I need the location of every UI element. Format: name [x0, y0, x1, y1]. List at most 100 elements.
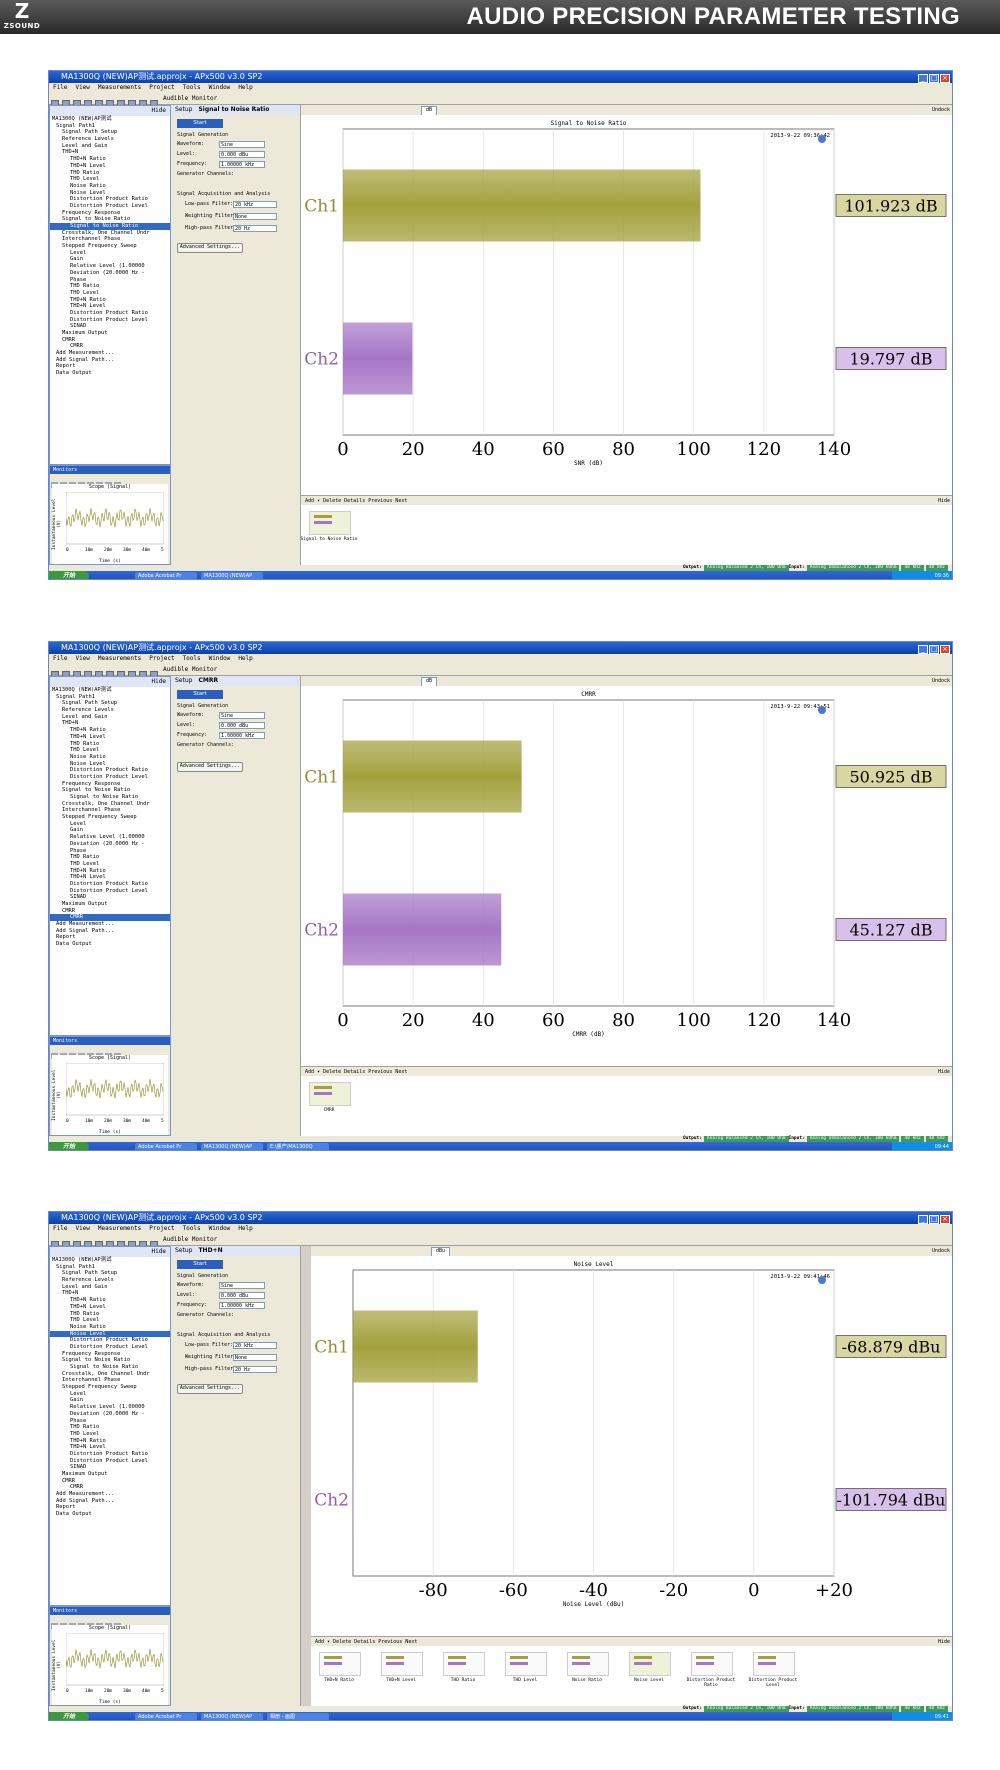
hide-tree-button[interactable]: Hide	[151, 1248, 166, 1255]
result-thumbnail[interactable]	[567, 1652, 609, 1676]
tree-item[interactable]: THD+N Level	[70, 303, 106, 310]
start-menu-button[interactable]: 开始	[49, 1712, 89, 1720]
tree-item[interactable]: Distortion Product Level	[70, 887, 148, 894]
tree-item[interactable]: Relative Level (1.00000	[70, 834, 145, 841]
tree-item[interactable]: MA1300Q (NEW)AP测试	[52, 116, 112, 122]
menu-item-tools[interactable]: Tools	[182, 655, 201, 662]
tree-item[interactable]: Deviation (20.0000 Hz -	[70, 269, 145, 276]
tree-item[interactable]: THD Level	[70, 860, 100, 867]
tree-item[interactable]: THD+N Ratio	[70, 1437, 106, 1444]
graph-actions[interactable]: Add ▾ Delete Details Previous Next	[315, 1639, 418, 1645]
tree-item[interactable]: Frequency Response	[62, 780, 121, 787]
tree-item[interactable]: Maximum Output	[62, 1471, 108, 1477]
tree-item[interactable]: Signal Path Setup	[62, 700, 118, 707]
tree-item[interactable]: Signal to Noise Ratio	[70, 1364, 139, 1370]
tree-item[interactable]: Stepped Frequency Sweep	[62, 243, 137, 250]
tree-item[interactable]: THD+N Ratio	[70, 296, 106, 303]
menu-item-measurements[interactable]: Measurements	[97, 1225, 142, 1232]
menu-item-help[interactable]: Help	[238, 1225, 253, 1232]
start-button[interactable]: Start	[177, 1260, 223, 1269]
tree-item[interactable]: Relative Level (1.00000	[70, 1404, 145, 1411]
menu-item-view[interactable]: View	[75, 84, 90, 91]
tree-item[interactable]: Stepped Frequency Sweep	[62, 814, 137, 821]
tree-item[interactable]: THD Level	[70, 1317, 100, 1324]
tree-item[interactable]: Distortion Product Ratio	[70, 1450, 148, 1457]
result-thumbnail[interactable]	[753, 1652, 795, 1676]
frequency-field[interactable]: 1.00000 kHz	[219, 161, 265, 168]
maximize-button[interactable]: □	[929, 74, 939, 83]
waveform-field[interactable]: Sine	[219, 712, 265, 719]
result-thumbnail[interactable]	[443, 1652, 485, 1676]
start-menu-button[interactable]: 开始	[49, 571, 89, 579]
tree-item[interactable]: THD Ratio	[70, 854, 100, 861]
tree-item[interactable]: MA1300Q (NEW)AP测试	[52, 687, 112, 693]
tree-item[interactable]: SINAD	[70, 1464, 87, 1471]
tree-item[interactable]: THD+N Level	[70, 1444, 106, 1451]
taskbar-apx[interactable]: MA1300Q (NEW)AP	[201, 1713, 263, 1720]
tree-item[interactable]: CMRR	[62, 1477, 75, 1484]
tree-item[interactable]: Stepped Frequency Sweep	[62, 1384, 137, 1391]
maximize-button[interactable]: □	[929, 1215, 939, 1224]
tree-item[interactable]: Distortion Product Level	[70, 1457, 148, 1464]
audible-monitor-button[interactable]: Audible Monitor	[163, 666, 218, 673]
tree-item[interactable]: Level	[70, 820, 87, 827]
tree-item[interactable]: Distortion Product Ratio	[70, 767, 148, 774]
tree-item[interactable]: Signal Path1	[56, 1263, 95, 1270]
tree-item[interactable]: Report	[56, 363, 76, 370]
tree-item[interactable]: Frequency Response	[62, 209, 121, 216]
hide-tree-button[interactable]: Hide	[151, 678, 166, 685]
tree-item[interactable]: Interchannel Phase	[62, 807, 121, 814]
level-field[interactable]: 0.000 dBu	[219, 1292, 265, 1299]
tree-item[interactable]: Interchannel Phase	[62, 1377, 121, 1384]
menu-item-view[interactable]: View	[75, 1225, 90, 1232]
tree-item[interactable]: Relative Level (1.00000	[70, 263, 145, 270]
tree-item[interactable]: Deviation (20.0000 Hz -	[70, 1410, 145, 1417]
audible-monitor-button[interactable]: Audible Monitor	[163, 95, 218, 102]
tree-item[interactable]: Distortion Product Level	[70, 202, 148, 209]
taskbar-extra-window[interactable]: 相册 - 画图	[267, 1713, 329, 1720]
tree-item[interactable]: THD+N Level	[70, 1303, 106, 1310]
menu-item-file[interactable]: File	[53, 84, 68, 91]
menu-item-measurements[interactable]: Measurements	[97, 655, 142, 662]
tree-item[interactable]: THD Ratio	[70, 283, 100, 290]
tree-item[interactable]: THD+N	[62, 720, 79, 727]
menu-item-window[interactable]: Window	[208, 655, 231, 662]
lowpass-field[interactable]: 20 kHz	[233, 1342, 277, 1349]
tree-item[interactable]: Deviation (20.0000 Hz -	[70, 840, 145, 847]
tree-item[interactable]: Noise Ratio	[70, 753, 106, 760]
tree-item[interactable]: CMRR	[70, 1484, 83, 1491]
result-thumbnail[interactable]	[309, 511, 351, 535]
tree-item[interactable]: Signal to Noise Ratio	[62, 787, 131, 794]
tree-item[interactable]: Distortion Product Level	[70, 316, 148, 323]
tree-item[interactable]: Gain	[70, 827, 83, 834]
graph-actions[interactable]: Add ▾ Delete Details Previous Next	[305, 1069, 408, 1075]
menu-item-file[interactable]: File	[53, 655, 68, 662]
menu-item-project[interactable]: Project	[149, 1225, 175, 1232]
tree-item[interactable]: Noise Ratio	[70, 1323, 106, 1330]
taskbar-acrobat[interactable]: Adobe Acrobat Pr	[135, 1143, 197, 1150]
tree-item[interactable]: Frequency Response	[62, 1350, 121, 1357]
tree-item[interactable]: CMRR	[62, 336, 75, 343]
tree-item[interactable]: Signal Path Setup	[62, 1270, 118, 1277]
tree-item[interactable]: Distortion Product Ratio	[70, 196, 148, 203]
minimize-button[interactable]: _	[918, 1215, 928, 1224]
weighting-field[interactable]: None	[233, 1354, 277, 1361]
start-menu-button[interactable]: 开始	[49, 1142, 89, 1150]
tree-item[interactable]: Data Output	[56, 370, 92, 377]
tree-item[interactable]: Data Output	[56, 941, 92, 948]
tree-item[interactable]: Distortion Product Ratio	[70, 1337, 148, 1344]
tree-item[interactable]: Distortion Product Level	[70, 1343, 148, 1350]
tree-item[interactable]: Add Measurement...	[56, 350, 115, 357]
tree-item[interactable]: Add Signal Path...	[56, 356, 115, 363]
tree-item[interactable]: Maximum Output	[62, 330, 108, 336]
tree-item[interactable]: Add Measurement...	[56, 1491, 115, 1498]
minimize-button[interactable]: _	[918, 645, 928, 654]
start-button[interactable]: Start	[177, 119, 223, 128]
tree-item[interactable]: Report	[56, 934, 76, 941]
tree-item[interactable]: Crosstalk, One Channel Undr	[62, 800, 150, 807]
close-button[interactable]: ×	[940, 1215, 950, 1224]
tree-item[interactable]: Add Signal Path...	[56, 927, 115, 934]
tree-item[interactable]: THD+N Ratio	[70, 156, 106, 163]
tree-item[interactable]: CMRR	[62, 907, 75, 914]
menu-item-view[interactable]: View	[75, 655, 90, 662]
